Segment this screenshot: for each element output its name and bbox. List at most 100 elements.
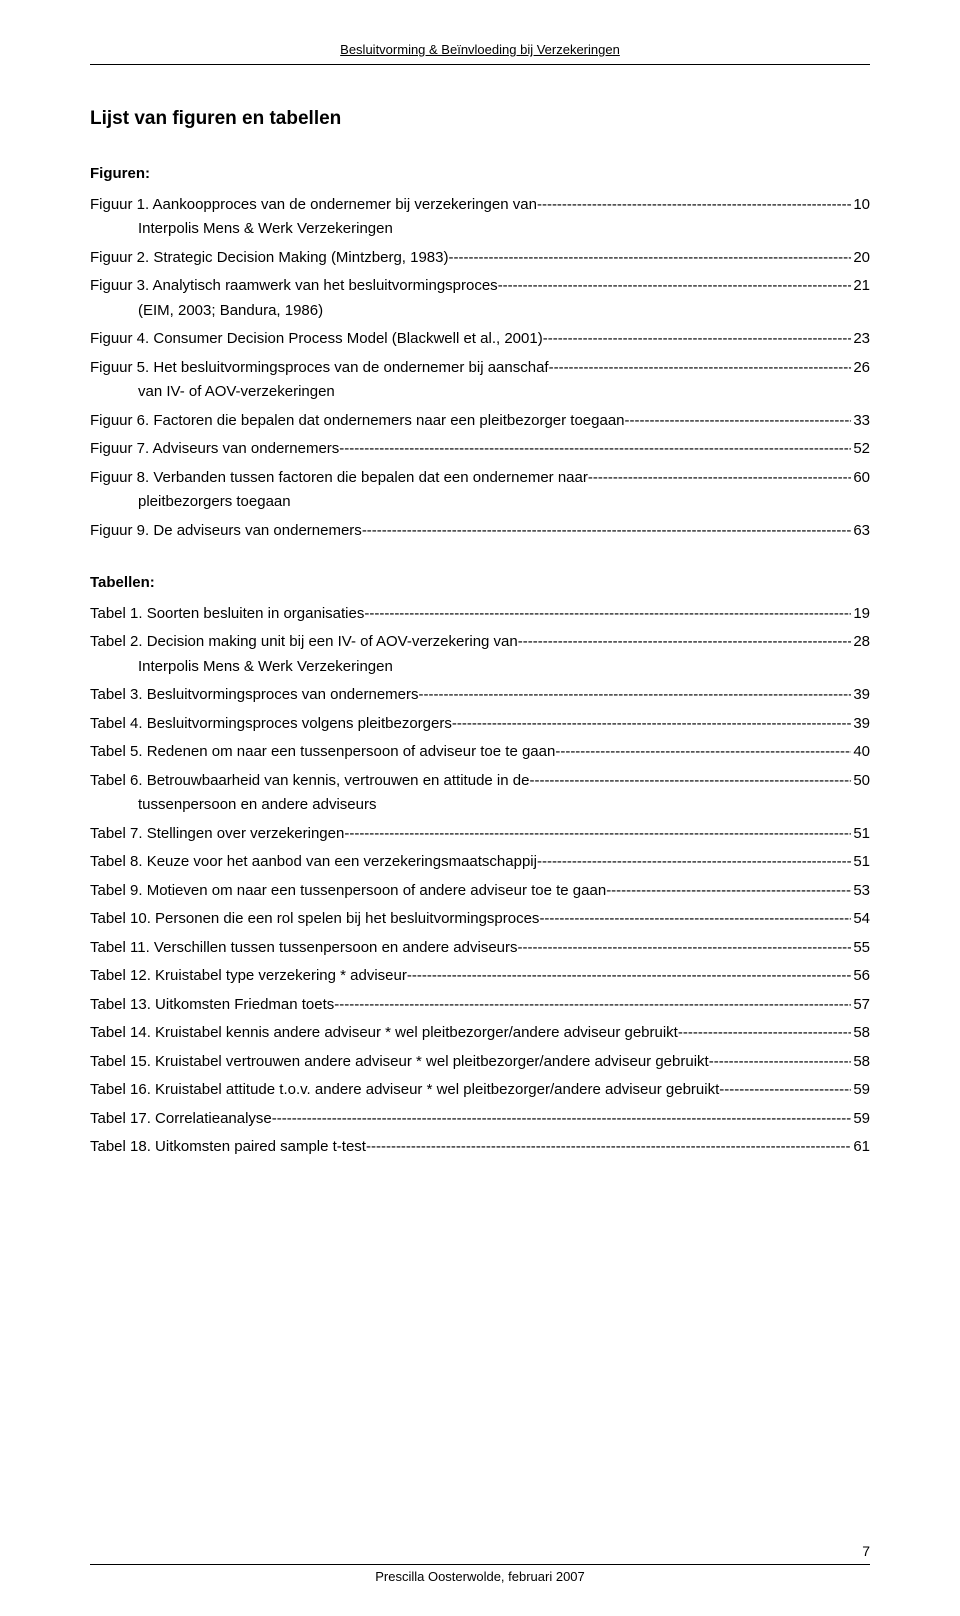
section-heading-figuren: Figuren: bbox=[90, 163, 870, 186]
tabel-page: 57 bbox=[851, 994, 870, 1017]
tabel-label: Tabel 13. Uitkomsten Friedman toets bbox=[90, 994, 334, 1017]
leader-dashes: ----------------------------------------… bbox=[452, 713, 851, 736]
tabel-entry: Tabel 12. Kruistabel type verzekering * … bbox=[90, 965, 870, 988]
page: Besluitvorming & Beïnvloeding bij Verzek… bbox=[0, 0, 960, 1616]
figuur-subline: (EIM, 2003; Bandura, 1986) bbox=[90, 300, 870, 323]
figuur-page: 26 bbox=[851, 357, 870, 380]
leader-dashes: ----------------------------------------… bbox=[419, 684, 852, 707]
leader-dashes: ----------------------------------------… bbox=[537, 851, 851, 874]
figuur-page: 23 bbox=[851, 328, 870, 351]
tabel-page: 51 bbox=[851, 823, 870, 846]
tabel-entry: Tabel 14. Kruistabel kennis andere advis… bbox=[90, 1022, 870, 1045]
leader-dashes: ----------------------------------------… bbox=[678, 1022, 851, 1045]
tabel-entry: Tabel 3. Besluitvormingsproces van onder… bbox=[90, 684, 870, 707]
leader-dashes: ----------------------------------------… bbox=[362, 520, 852, 543]
tabel-subline: Interpolis Mens & Werk Verzekeringen bbox=[90, 656, 870, 679]
tabel-label: Tabel 15. Kruistabel vertrouwen andere a… bbox=[90, 1051, 709, 1074]
tabel-label: Tabel 18. Uitkomsten paired sample t-tes… bbox=[90, 1136, 366, 1159]
tabel-entry: Tabel 4. Besluitvormingsproces volgens p… bbox=[90, 713, 870, 736]
tabel-entry: Tabel 1. Soorten besluiten in organisati… bbox=[90, 603, 870, 626]
tabel-entry: Tabel 13. Uitkomsten Friedman toets-----… bbox=[90, 994, 870, 1017]
figuur-page: 33 bbox=[851, 410, 870, 433]
leader-dashes: ----------------------------------------… bbox=[364, 603, 851, 626]
tabel-label: Tabel 4. Besluitvormingsproces volgens p… bbox=[90, 713, 452, 736]
figuur-label: Figuur 8. Verbanden tussen factoren die … bbox=[90, 467, 588, 490]
leader-dashes: ----------------------------------------… bbox=[719, 1079, 851, 1102]
leader-dashes: ----------------------------------------… bbox=[449, 247, 852, 270]
bottom-rule bbox=[90, 1564, 870, 1565]
tabel-entry: Tabel 9. Motieven om naar een tussenpers… bbox=[90, 880, 870, 903]
figuur-entry: Figuur 8. Verbanden tussen factoren die … bbox=[90, 467, 870, 490]
tabel-entry: Tabel 11. Verschillen tussen tussenperso… bbox=[90, 937, 870, 960]
page-number: 7 bbox=[90, 1541, 870, 1562]
footer: 7 Prescilla Oosterwolde, februari 2007 bbox=[90, 1541, 870, 1587]
figuur-label: Figuur 7. Adviseurs van ondernemers bbox=[90, 438, 339, 461]
tabel-page: 40 bbox=[851, 741, 870, 764]
figuur-label: Figuur 6. Factoren die bepalen dat onder… bbox=[90, 410, 625, 433]
tabel-label: Tabel 3. Besluitvormingsproces van onder… bbox=[90, 684, 419, 707]
figuur-page: 63 bbox=[851, 520, 870, 543]
leader-dashes: ----------------------------------------… bbox=[543, 328, 852, 351]
figuur-subline: Interpolis Mens & Werk Verzekeringen bbox=[90, 218, 870, 241]
figuur-label: Figuur 5. Het besluitvormingsproces van … bbox=[90, 357, 549, 380]
tabel-label: Tabel 10. Personen die een rol spelen bi… bbox=[90, 908, 539, 931]
tabel-label: Tabel 7. Stellingen over verzekeringen bbox=[90, 823, 344, 846]
tabel-subline: tussenpersoon en andere adviseurs bbox=[90, 794, 870, 817]
tabel-entry: Tabel 10. Personen die een rol spelen bi… bbox=[90, 908, 870, 931]
leader-dashes: ----------------------------------------… bbox=[537, 194, 851, 217]
figuur-label: Figuur 1. Aankoopproces van de onderneme… bbox=[90, 194, 537, 217]
figuur-label: Figuur 4. Consumer Decision Process Mode… bbox=[90, 328, 543, 351]
figuur-page: 10 bbox=[851, 194, 870, 217]
tabel-label: Tabel 5. Redenen om naar een tussenperso… bbox=[90, 741, 555, 764]
figuur-subline: van IV- of AOV-verzekeringen bbox=[90, 381, 870, 404]
leader-dashes: ----------------------------------------… bbox=[555, 741, 851, 764]
tabel-page: 55 bbox=[851, 937, 870, 960]
tabel-entry: Tabel 6. Betrouwbaarheid van kennis, ver… bbox=[90, 770, 870, 793]
tabel-entry: Tabel 8. Keuze voor het aanbod van een v… bbox=[90, 851, 870, 874]
figuur-entry: Figuur 6. Factoren die bepalen dat onder… bbox=[90, 410, 870, 433]
tabel-label: Tabel 16. Kruistabel attitude t.o.v. and… bbox=[90, 1079, 719, 1102]
tabel-page: 19 bbox=[851, 603, 870, 626]
running-head: Besluitvorming & Beïnvloeding bij Verzek… bbox=[90, 40, 870, 60]
tabel-label: Tabel 8. Keuze voor het aanbod van een v… bbox=[90, 851, 537, 874]
tabel-entry: Tabel 2. Decision making unit bij een IV… bbox=[90, 631, 870, 654]
figuur-label: Figuur 3. Analytisch raamwerk van het be… bbox=[90, 275, 498, 298]
figuur-label: Figuur 9. De adviseurs van ondernemers bbox=[90, 520, 362, 543]
figuur-subline: pleitbezorgers toegaan bbox=[90, 491, 870, 514]
tabel-entry: Tabel 16. Kruistabel attitude t.o.v. and… bbox=[90, 1079, 870, 1102]
tabel-entry: Tabel 7. Stellingen over verzekeringen--… bbox=[90, 823, 870, 846]
leader-dashes: ----------------------------------------… bbox=[606, 880, 851, 903]
tabel-label: Tabel 17. Correlatieanalyse bbox=[90, 1108, 272, 1131]
tabel-page: 54 bbox=[851, 908, 870, 931]
leader-dashes: ----------------------------------------… bbox=[366, 1136, 851, 1159]
leader-dashes: ----------------------------------------… bbox=[529, 770, 851, 793]
figuur-entry: Figuur 7. Adviseurs van ondernemers-----… bbox=[90, 438, 870, 461]
figuur-entry: Figuur 3. Analytisch raamwerk van het be… bbox=[90, 275, 870, 298]
leader-dashes: ----------------------------------------… bbox=[709, 1051, 852, 1074]
tabel-label: Tabel 12. Kruistabel type verzekering * … bbox=[90, 965, 407, 988]
tabel-entry: Tabel 15. Kruistabel vertrouwen andere a… bbox=[90, 1051, 870, 1074]
tabel-label: Tabel 6. Betrouwbaarheid van kennis, ver… bbox=[90, 770, 529, 793]
figuur-entry: Figuur 2. Strategic Decision Making (Min… bbox=[90, 247, 870, 270]
tabel-label: Tabel 14. Kruistabel kennis andere advis… bbox=[90, 1022, 678, 1045]
leader-dashes: ----------------------------------------… bbox=[588, 467, 851, 490]
figuur-entry: Figuur 4. Consumer Decision Process Mode… bbox=[90, 328, 870, 351]
figuur-page: 60 bbox=[851, 467, 870, 490]
figuur-page: 21 bbox=[851, 275, 870, 298]
section-heading-tabellen: Tabellen: bbox=[90, 572, 870, 595]
tabel-label: Tabel 1. Soorten besluiten in organisati… bbox=[90, 603, 364, 626]
tabel-page: 61 bbox=[851, 1136, 870, 1159]
tabel-page: 53 bbox=[851, 880, 870, 903]
tabel-page: 59 bbox=[851, 1079, 870, 1102]
leader-dashes: ----------------------------------------… bbox=[498, 275, 852, 298]
tabel-label: Tabel 9. Motieven om naar een tussenpers… bbox=[90, 880, 606, 903]
leader-dashes: ----------------------------------------… bbox=[272, 1108, 852, 1131]
leader-dashes: ----------------------------------------… bbox=[334, 994, 851, 1017]
leader-dashes: ----------------------------------------… bbox=[625, 410, 852, 433]
tabel-entry: Tabel 18. Uitkomsten paired sample t-tes… bbox=[90, 1136, 870, 1159]
top-rule bbox=[90, 64, 870, 65]
figuur-entry: Figuur 5. Het besluitvormingsproces van … bbox=[90, 357, 870, 380]
page-title: Lijst van figuren en tabellen bbox=[90, 105, 870, 134]
figuur-page: 52 bbox=[851, 438, 870, 461]
leader-dashes: ----------------------------------------… bbox=[549, 357, 852, 380]
